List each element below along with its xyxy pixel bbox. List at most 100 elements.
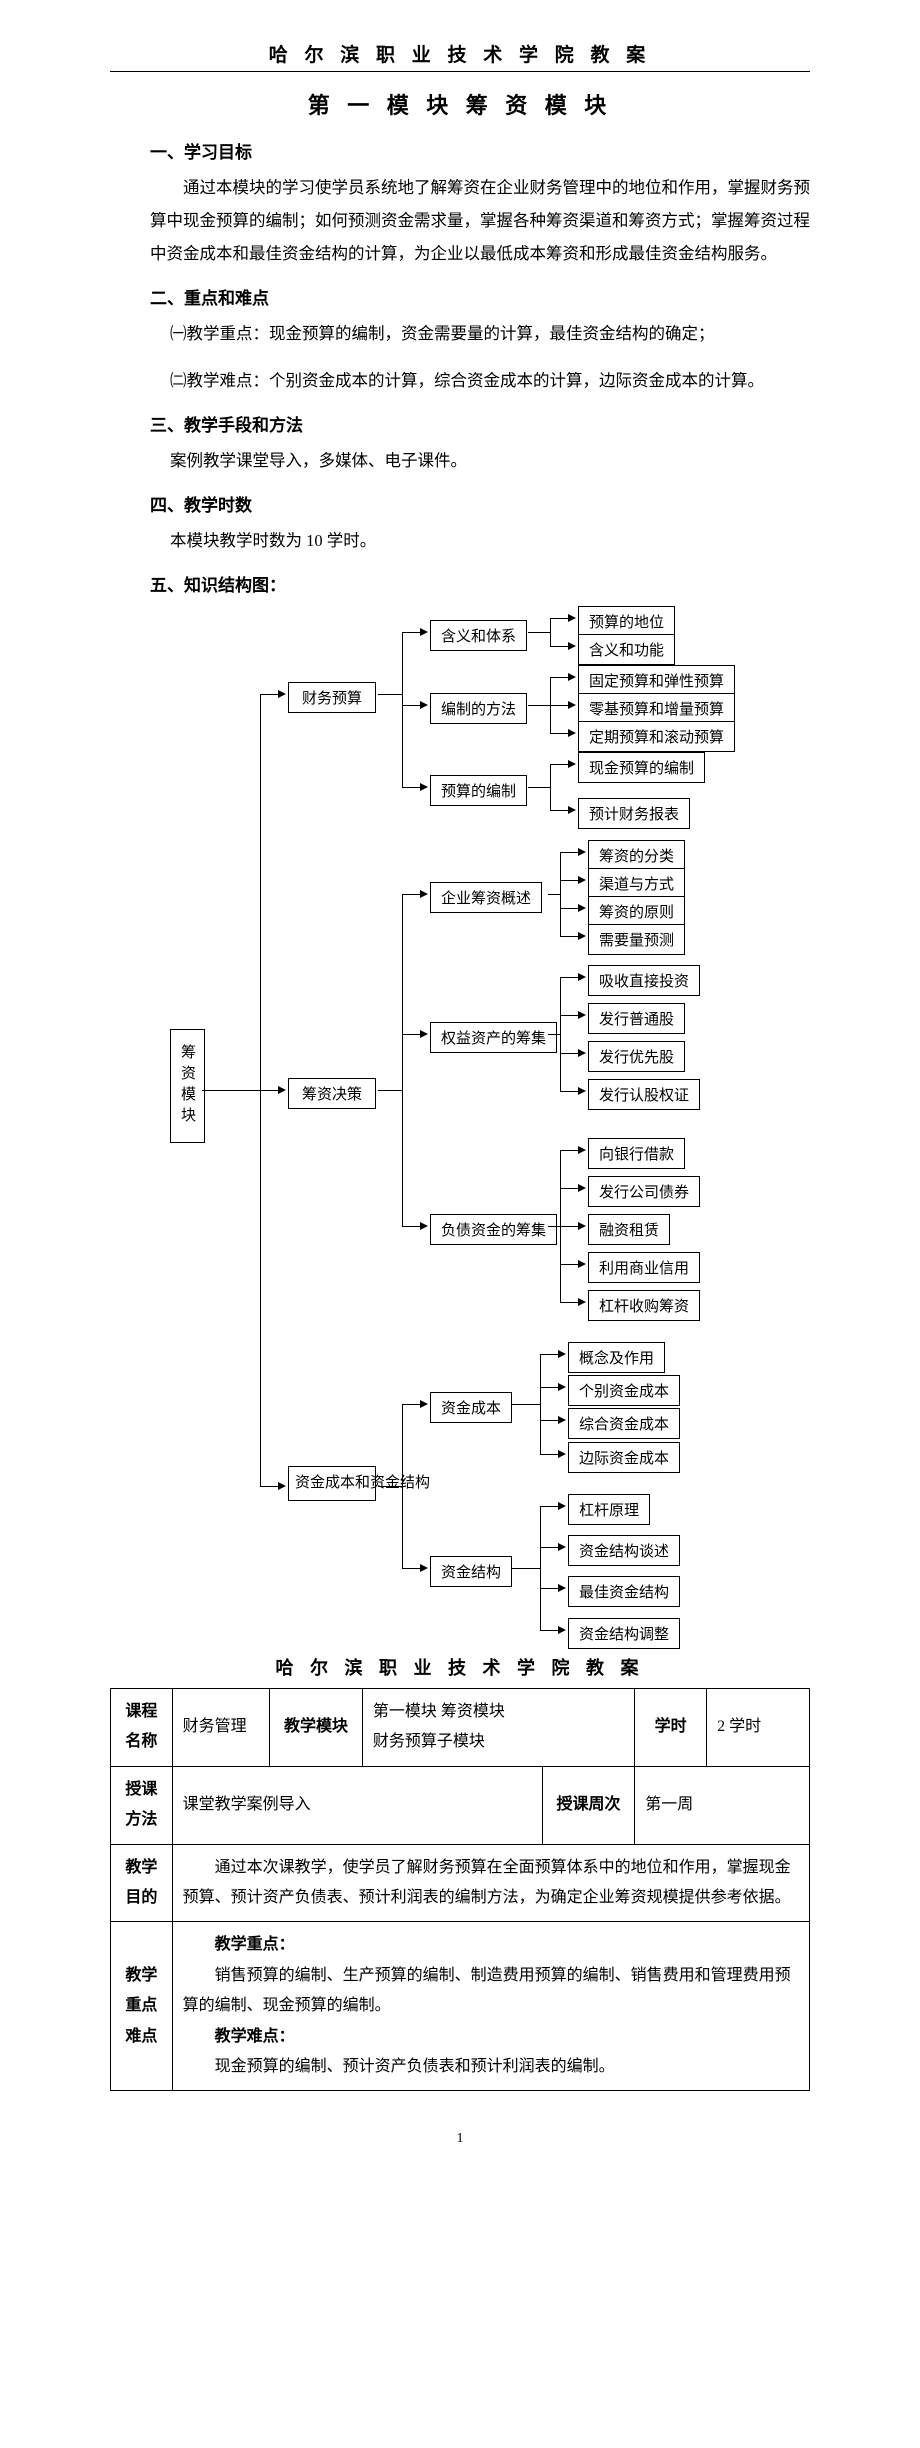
tree-line [402,1404,403,1568]
tree-l3-c1-3: 综合资金成本 [568,1408,680,1439]
tree-line [550,764,568,765]
arrow-icon [578,848,586,856]
arrow-icon [578,1184,586,1192]
tree-line [512,1404,540,1405]
section3-para: 案例教学课堂导入，多媒体、电子课件。 [170,444,810,477]
tree-line [540,1547,558,1548]
kp-h1: 教学重点： [183,1930,799,1960]
tree-l3-c2-3: 最佳资金结构 [568,1576,680,1607]
tree-line [540,1506,541,1630]
arrow-icon [578,1298,586,1306]
td-module: 第一模块 筹资模块 财务预算子模块 [362,1689,634,1767]
tree-l2-c1: 资金成本 [430,1392,512,1423]
tree-line [540,1387,558,1388]
tree-l3-b3-2: 发行公司债券 [588,1176,700,1207]
tree-line [540,1506,558,1507]
tree-line [560,936,578,937]
tree-line [260,1090,278,1091]
arrow-icon [558,1350,566,1358]
section3-heading: 三、教学手段和方法 [150,411,810,436]
arrow-icon [558,1416,566,1424]
td-method: 课堂教学案例导入 [172,1766,542,1844]
tree-l3-b1-1: 筹资的分类 [588,840,685,871]
arrow-icon [558,1450,566,1458]
tree-line [540,1354,558,1355]
tree-line [378,1090,402,1091]
td-course-name: 财务管理 [172,1689,270,1767]
tree-l3-a2-3: 定期预算和滚动预算 [578,721,735,752]
arrow-icon [278,690,286,698]
tree-line [560,1188,578,1189]
module-title: 第 一 模 块 筹 资 模 块 [110,88,810,120]
tree-line [560,880,578,881]
tree-line [550,618,568,619]
tree-line [560,1091,578,1092]
arrow-icon [578,1011,586,1019]
tree-line [402,705,420,706]
tree-line [560,977,561,1091]
tree-l3-c2-1: 杠杆原理 [568,1494,650,1525]
arrow-icon [578,1146,586,1154]
table-title: 哈 尔 滨 职 业 技 术 学 院 教 案 [110,1654,810,1680]
tree-l3-c1-4: 边际资金成本 [568,1442,680,1473]
tree-line [540,1454,558,1455]
kp-p2: 现金预算的编制、预计资产负债表和预计利润表的编制。 [183,2052,799,2082]
th-hours: 学时 [635,1689,707,1767]
tree-l3-b3-4: 利用商业信用 [588,1252,700,1283]
tree-l3-b2-2: 发行普通股 [588,1003,685,1034]
tree-line [402,632,403,787]
arrow-icon [420,701,428,709]
tree-line [540,1420,558,1421]
kp-h2: 教学难点： [183,2022,799,2052]
tree-line [528,632,550,633]
tree-line [402,1226,420,1227]
td-module-line1: 第一模块 筹资模块 [373,1697,624,1727]
section5-heading: 五、知识结构图： [150,571,810,596]
tree-line [202,1090,260,1091]
tree-l3-c2-2: 资金结构谈述 [568,1535,680,1566]
tree-l1-a: 财务预算 [288,682,376,713]
tree-line [550,810,568,811]
td-week: 第一周 [635,1766,810,1844]
arrow-icon [558,1543,566,1551]
section2-para2: ㈡教学难点：个别资金成本的计算，综合资金成本的计算，边际资金成本的计算。 [170,364,810,397]
tree-line [548,894,560,895]
tree-l2-b2: 权益资产的筹集 [430,1022,557,1053]
tree-l2-a3: 预算的编制 [430,775,527,806]
arrow-icon [420,1222,428,1230]
arrow-icon [420,890,428,898]
tree-line [260,694,278,695]
arrow-icon [568,701,576,709]
tree-line [260,1486,278,1487]
th-module: 教学模块 [270,1689,363,1767]
arrow-icon [278,1482,286,1490]
tree-line [550,705,568,706]
tree-l3-b1-4: 需要量预测 [588,924,685,955]
arrow-icon [578,932,586,940]
tree-l3-a2-2: 零基预算和增量预算 [578,693,735,724]
tree-l3-a1-2: 含义和功能 [578,634,675,665]
tree-line [402,787,420,788]
section4-para: 本模块教学时数为 10 学时。 [170,524,810,557]
course-plan-table: 课程名称 财务管理 教学模块 第一模块 筹资模块 财务预算子模块 学时 2 学时… [110,1688,810,2091]
tree-l2-a1: 含义和体系 [430,620,527,651]
tree-l3-a3-2: 预计财务报表 [578,798,690,829]
tree-line [560,852,561,936]
tree-line [550,618,551,646]
tree-line [560,908,578,909]
knowledge-tree: 筹资模块 财务预算 筹资决策 资金成本和资金结构 含义和体系 编制的方法 预算的… [170,614,810,1624]
tree-line [560,1015,578,1016]
tree-l3-b3-3: 融资租赁 [588,1214,670,1245]
tree-line [402,1404,420,1405]
tree-line [550,677,568,678]
arrow-icon [568,673,576,681]
tree-root: 筹资模块 [170,1029,205,1143]
arrow-icon [420,1564,428,1572]
th-keypoints: 教学重点难点 [111,1922,173,2091]
tree-line [528,787,550,788]
tree-line [550,646,568,647]
tree-line [402,1034,420,1035]
td-purpose-text: 通过本次课教学，使学员了解财务预算在全面预算体系中的地位和作用，掌握现金预算、预… [183,1853,799,1914]
header-title: 哈 尔 滨 职 业 技 术 学 院 教 案 [110,40,810,72]
tree-l2-c2: 资金结构 [430,1556,512,1587]
